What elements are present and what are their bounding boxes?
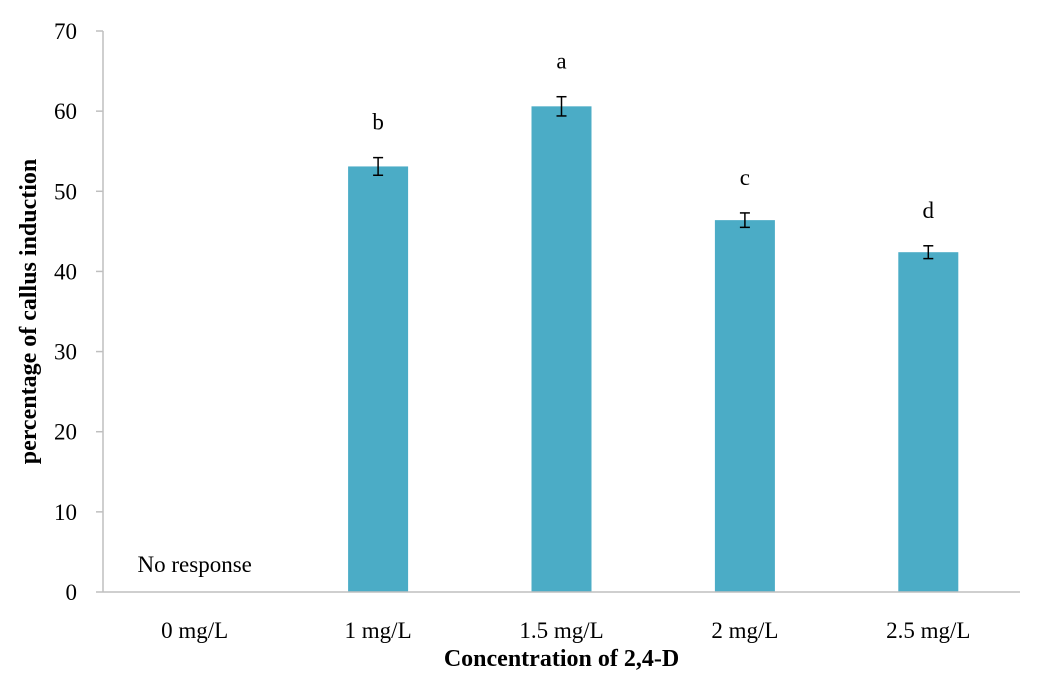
y-tick-label: 50 xyxy=(54,179,77,204)
y-tick-label: 40 xyxy=(54,259,77,284)
y-tick-label: 70 xyxy=(54,19,77,44)
x-axis-title: Concentration of 2,4-D xyxy=(444,646,679,672)
data-labels: No response b a c d xyxy=(138,49,935,577)
y-axis-ticks: 0 10 20 30 40 50 60 70 xyxy=(54,19,103,605)
x-tick-label: 0 mg/L xyxy=(161,618,228,643)
y-tick-label: 10 xyxy=(54,500,77,525)
error-bars xyxy=(373,95,934,260)
y-axis-title: percentage of callus induction xyxy=(16,159,42,465)
y-tick-label: 30 xyxy=(54,340,77,365)
x-tick-label: 1.5 mg/L xyxy=(519,618,603,643)
bar xyxy=(714,220,775,592)
x-tick-label: 2.5 mg/L xyxy=(886,618,970,643)
data-label: c xyxy=(740,165,750,190)
x-tick-label: 1 mg/L xyxy=(345,618,412,643)
data-label: a xyxy=(556,49,566,74)
bar xyxy=(348,166,409,593)
x-tick-label: 2 mg/L xyxy=(711,618,778,643)
y-tick-label: 60 xyxy=(54,99,77,124)
x-axis-ticks: 0 mg/L 1 mg/L 1.5 mg/L 2 mg/L 2.5 mg/L xyxy=(161,618,970,643)
data-label: No response xyxy=(138,552,252,577)
bar xyxy=(898,252,959,593)
bar xyxy=(531,106,592,592)
data-label: b xyxy=(372,110,384,135)
y-tick-label: 0 xyxy=(66,580,78,605)
bars xyxy=(348,106,959,593)
data-label: d xyxy=(923,198,935,223)
y-tick-label: 20 xyxy=(54,420,77,445)
